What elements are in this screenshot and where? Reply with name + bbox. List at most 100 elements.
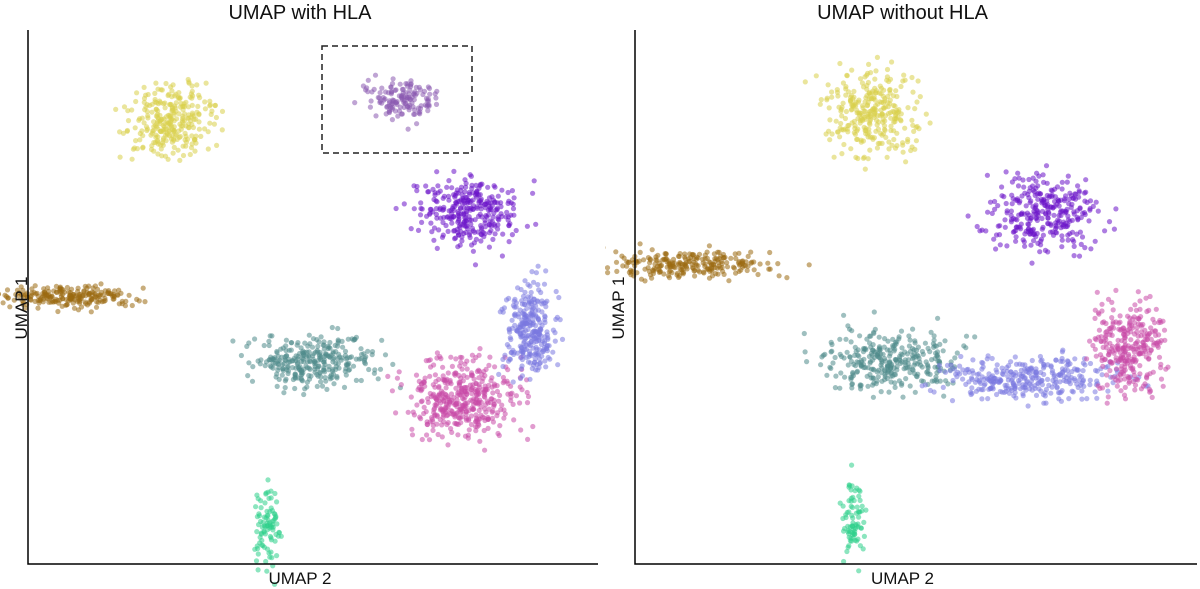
point <box>473 182 479 188</box>
point <box>345 361 351 367</box>
point <box>543 268 549 274</box>
point <box>712 265 718 271</box>
point <box>423 183 429 189</box>
point <box>706 275 713 281</box>
point <box>430 382 436 388</box>
point <box>440 377 446 383</box>
point <box>157 120 163 127</box>
point <box>873 128 879 134</box>
point <box>1010 229 1016 235</box>
point <box>266 550 272 556</box>
point <box>1125 313 1131 319</box>
point <box>533 352 540 358</box>
point <box>887 360 893 366</box>
point <box>440 373 446 379</box>
point <box>888 370 894 376</box>
point <box>483 366 489 372</box>
cluster-0 <box>113 76 226 163</box>
point <box>254 492 260 498</box>
point <box>274 499 280 505</box>
point <box>1033 370 1039 376</box>
point <box>706 243 712 249</box>
point <box>1138 333 1144 339</box>
point <box>1013 361 1020 367</box>
point <box>2 292 8 298</box>
point <box>1121 350 1128 356</box>
point <box>427 373 433 379</box>
point <box>1093 199 1099 205</box>
point <box>724 264 731 270</box>
point <box>1037 249 1043 255</box>
point <box>180 113 186 119</box>
point <box>469 391 475 397</box>
point <box>513 304 519 310</box>
point <box>867 371 873 378</box>
point <box>167 133 173 139</box>
point <box>906 333 912 339</box>
cluster-0 <box>802 54 933 172</box>
axis-lines <box>27 30 598 565</box>
point <box>501 415 507 421</box>
point <box>1065 237 1071 243</box>
point <box>881 123 888 129</box>
point <box>309 344 316 350</box>
point <box>1040 392 1047 398</box>
point <box>872 97 878 103</box>
point <box>721 255 727 261</box>
point <box>876 90 883 96</box>
point <box>517 307 523 313</box>
point <box>1120 355 1126 361</box>
cluster-1 <box>605 241 812 284</box>
point <box>513 227 519 234</box>
point <box>1144 308 1150 315</box>
point <box>522 319 528 325</box>
point <box>123 298 129 304</box>
point <box>193 116 199 122</box>
point <box>1083 189 1089 195</box>
point <box>1113 366 1120 372</box>
point <box>992 206 998 212</box>
point <box>898 118 904 124</box>
point <box>282 385 288 391</box>
point <box>837 134 843 140</box>
point <box>330 356 336 362</box>
point <box>511 417 517 423</box>
point <box>1069 388 1075 394</box>
point <box>472 262 479 268</box>
point <box>867 118 873 124</box>
point <box>442 405 448 411</box>
point <box>888 379 894 385</box>
point <box>151 124 157 130</box>
point <box>504 342 510 348</box>
point <box>877 113 883 119</box>
point <box>1094 289 1100 295</box>
point <box>530 190 536 196</box>
point <box>162 153 169 159</box>
point <box>907 369 913 376</box>
point <box>468 221 474 227</box>
point <box>890 336 896 342</box>
point <box>993 232 1000 238</box>
point <box>273 374 279 380</box>
point <box>1093 353 1099 359</box>
point <box>824 97 830 103</box>
point <box>377 366 384 372</box>
point <box>474 205 480 211</box>
point <box>207 98 213 104</box>
point <box>991 236 997 242</box>
point <box>1153 332 1159 338</box>
point <box>1131 372 1137 378</box>
point <box>682 251 688 257</box>
point <box>510 201 516 207</box>
point <box>202 99 208 105</box>
point <box>1040 232 1046 238</box>
point <box>462 403 468 409</box>
point <box>408 78 414 84</box>
point <box>1045 215 1051 221</box>
point <box>832 385 838 391</box>
point <box>421 404 427 410</box>
point <box>392 108 398 114</box>
point <box>877 83 883 89</box>
point <box>1064 179 1070 185</box>
point <box>867 147 873 153</box>
